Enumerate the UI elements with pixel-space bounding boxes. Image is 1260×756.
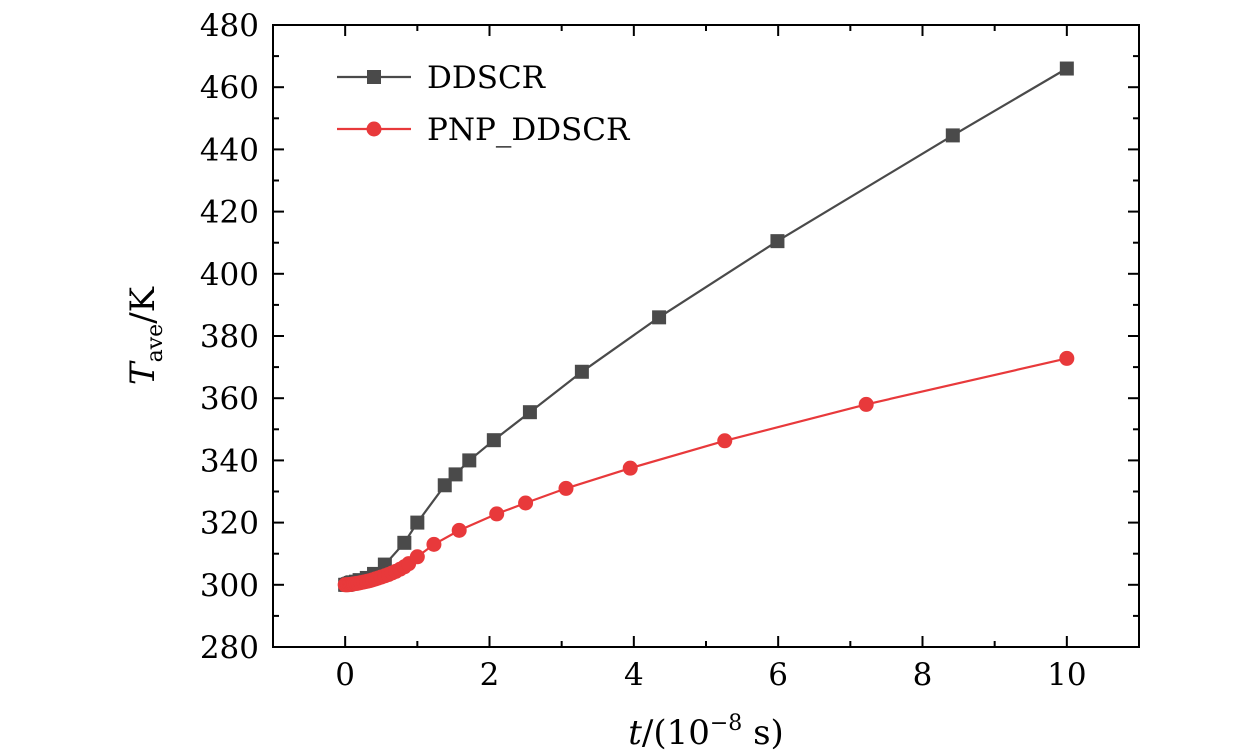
y-tick-label: 420 [200,195,259,231]
legend: DDSCR PNP_DDSCR [337,60,631,148]
data-point [410,515,425,530]
data-point [486,433,501,448]
y-tick-label: 340 [200,443,259,479]
legend-marker [366,121,382,137]
data-point [574,364,589,379]
data-point [1059,350,1075,366]
data-point [622,460,638,476]
x-tick-label: 0 [335,657,355,693]
legend-entry: PNP_DDSCR [337,112,631,148]
data-point [858,396,874,412]
x-tick-label: 10 [1047,657,1086,693]
data-point [558,480,574,496]
data-point [652,310,667,325]
y-tick-label: 460 [200,70,259,106]
data-point [717,433,733,449]
data-point [397,535,412,550]
series-pnp-ddscr [337,350,1075,593]
data-point [437,478,452,493]
data-point [1059,61,1074,76]
data-point [448,467,463,482]
y-tick-label: 280 [200,630,259,666]
legend-label: PNP_DDSCR [427,112,631,148]
y-tick-label: 440 [200,132,259,168]
data-point [409,549,425,565]
data-point [518,495,534,511]
x-tick-label: 8 [913,657,933,693]
x-axis-title: t/(10−8 s) [628,711,784,753]
y-tick-label: 400 [200,257,259,293]
y-tick-label: 320 [200,506,259,542]
data-point [522,405,537,420]
data-point [426,536,442,552]
axis-titles: t/(10−8 s) Tave/K [123,286,784,753]
y-tick-label: 480 [200,8,259,44]
y-axis-title: Tave/K [123,286,168,385]
data-point [770,234,785,249]
series-layer [337,61,1075,593]
x-tick-label: 6 [768,657,788,693]
data-point [462,453,477,468]
data-point [945,128,960,143]
legend-marker [367,70,381,84]
data-point [451,522,467,538]
x-tick-label: 2 [480,657,500,693]
legend-entry: DDSCR [337,60,547,96]
y-tick-label: 360 [200,381,259,417]
y-tick-label: 300 [200,568,259,604]
data-point [489,506,505,522]
x-tick-label: 4 [624,657,644,693]
plot-frame [272,24,1140,648]
axes: 0 2 4 6 8 10 280 300 320 340 360 380 400 420 440 460 480 [200,8,1140,693]
y-tick-label: 380 [200,319,259,355]
legend-label: DDSCR [427,60,547,96]
